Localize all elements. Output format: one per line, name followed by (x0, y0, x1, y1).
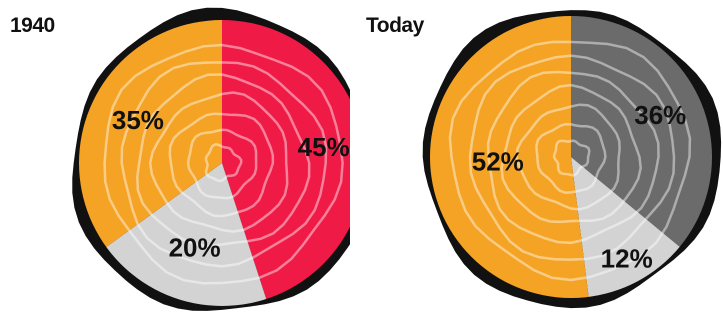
tree-ring (103, 43, 344, 285)
slice-label: 35% (112, 105, 164, 135)
tree-ring (120, 61, 328, 268)
chart-1940: 1940 45% 20% 35% (0, 0, 350, 321)
tree-ring (204, 142, 243, 183)
tree-ring (186, 128, 258, 200)
tree-ring (168, 112, 275, 218)
tree-ring (535, 122, 607, 194)
slice-label: 12% (601, 243, 653, 273)
slice-label: 20% (169, 232, 221, 262)
slice-label: 36% (634, 100, 686, 130)
chart-title: Today (366, 14, 424, 37)
tree-ring (500, 83, 642, 224)
tree-ring (486, 70, 660, 245)
tree-ring (515, 103, 621, 211)
slice-label: 45% (298, 132, 350, 162)
pie-chart-1940: 45% 20% 35% (72, 7, 350, 311)
chart-title: 1940 (10, 14, 55, 37)
tree-ring (136, 73, 311, 248)
tree-ring (552, 139, 591, 177)
slice-label: 52% (472, 147, 524, 177)
tree-ring (148, 91, 289, 233)
tree-ring (468, 54, 676, 261)
chart-today: Today 36% 12% 52% (352, 0, 723, 321)
pie-chart-today: 36% 12% 52% (422, 10, 722, 309)
tree-ring (448, 40, 692, 282)
